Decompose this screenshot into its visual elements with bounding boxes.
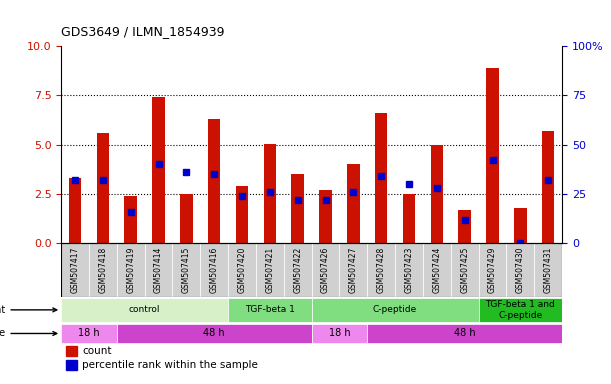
Text: GSM507417: GSM507417 [70, 247, 79, 293]
Bar [542, 131, 554, 243]
Bar [117, 243, 145, 296]
Bar [228, 243, 256, 296]
Bar [69, 178, 81, 243]
Bar [431, 145, 443, 243]
Text: GSM507425: GSM507425 [460, 247, 469, 293]
Text: agent: agent [0, 305, 57, 315]
Text: 48 h: 48 h [203, 328, 225, 338]
Bar [347, 164, 360, 243]
Bar [375, 113, 387, 243]
Bar [152, 97, 165, 243]
Bar [172, 243, 200, 296]
Bar [61, 243, 89, 296]
Bar [263, 144, 276, 243]
Bar [256, 243, 284, 296]
Text: GSM507423: GSM507423 [404, 247, 414, 293]
Text: GSM507414: GSM507414 [154, 247, 163, 293]
Text: 18 h: 18 h [78, 328, 100, 338]
Text: GSM507420: GSM507420 [238, 247, 246, 293]
Text: GDS3649 / ILMN_1854939: GDS3649 / ILMN_1854939 [61, 25, 225, 38]
Bar [395, 243, 423, 296]
Bar [340, 243, 367, 296]
Text: GSM507428: GSM507428 [377, 247, 386, 293]
Bar [180, 194, 192, 243]
Text: count: count [82, 346, 112, 356]
Bar [451, 243, 478, 296]
Bar [514, 208, 527, 243]
Text: TGF-beta 1 and
C-peptide: TGF-beta 1 and C-peptide [486, 300, 555, 319]
Text: 18 h: 18 h [329, 328, 350, 338]
Bar [125, 196, 137, 243]
Text: GSM507418: GSM507418 [98, 247, 108, 293]
Text: GSM507421: GSM507421 [265, 247, 274, 293]
Text: time: time [0, 328, 57, 338]
Bar [367, 324, 562, 343]
Text: GSM507416: GSM507416 [210, 247, 219, 293]
Text: GSM507422: GSM507422 [293, 247, 302, 293]
Bar [312, 298, 478, 322]
Bar [284, 243, 312, 296]
Text: control: control [129, 305, 160, 314]
Bar [320, 190, 332, 243]
Bar [66, 360, 77, 370]
Text: GSM507429: GSM507429 [488, 247, 497, 293]
Text: C-peptide: C-peptide [373, 305, 417, 314]
Text: GSM507427: GSM507427 [349, 247, 358, 293]
Bar [208, 119, 221, 243]
Text: GSM507415: GSM507415 [182, 247, 191, 293]
Bar [61, 324, 117, 343]
Bar [367, 243, 395, 296]
Bar [423, 243, 451, 296]
Text: TGF-beta 1: TGF-beta 1 [245, 305, 295, 314]
Bar [97, 133, 109, 243]
Bar [145, 243, 172, 296]
Text: percentile rank within the sample: percentile rank within the sample [82, 360, 258, 370]
Bar [291, 174, 304, 243]
Bar [61, 298, 228, 322]
Bar [478, 298, 562, 322]
Bar [486, 68, 499, 243]
Bar [534, 243, 562, 296]
Bar [507, 243, 534, 296]
Text: GSM507426: GSM507426 [321, 247, 330, 293]
Text: GSM507430: GSM507430 [516, 247, 525, 293]
Text: GSM507419: GSM507419 [126, 247, 135, 293]
Bar [117, 324, 312, 343]
Bar [312, 324, 367, 343]
Text: 48 h: 48 h [454, 328, 475, 338]
Bar [458, 210, 471, 243]
Bar [236, 186, 248, 243]
Bar [478, 243, 507, 296]
Text: GSM507424: GSM507424 [433, 247, 441, 293]
Text: GSM507431: GSM507431 [544, 247, 553, 293]
Bar [312, 243, 340, 296]
Bar [403, 194, 415, 243]
Bar [200, 243, 228, 296]
Bar [228, 298, 312, 322]
Bar [89, 243, 117, 296]
Bar [66, 346, 77, 356]
